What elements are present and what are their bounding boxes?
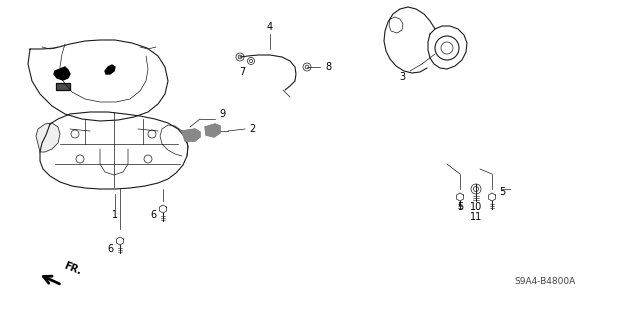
Text: 6: 6: [107, 244, 113, 254]
Polygon shape: [159, 205, 166, 213]
Text: 8: 8: [325, 62, 331, 72]
Text: 6: 6: [150, 210, 156, 220]
Polygon shape: [488, 193, 495, 201]
Text: 5: 5: [499, 187, 505, 197]
Text: 11: 11: [470, 212, 482, 222]
Text: S9A4-B4800A: S9A4-B4800A: [515, 277, 575, 286]
Text: 9: 9: [219, 109, 225, 119]
Text: 3: 3: [399, 72, 405, 82]
Polygon shape: [182, 129, 200, 141]
Polygon shape: [54, 67, 70, 80]
Text: 5: 5: [457, 202, 463, 212]
Polygon shape: [456, 193, 463, 201]
Polygon shape: [105, 65, 115, 74]
Polygon shape: [36, 123, 60, 152]
Polygon shape: [56, 83, 70, 90]
Polygon shape: [205, 124, 220, 137]
Text: 2: 2: [249, 124, 255, 134]
Polygon shape: [116, 237, 124, 245]
Text: 10: 10: [470, 202, 482, 212]
Text: 7: 7: [239, 67, 245, 77]
Text: FR.: FR.: [62, 261, 83, 277]
Text: 1: 1: [112, 210, 118, 220]
Text: 4: 4: [267, 22, 273, 32]
